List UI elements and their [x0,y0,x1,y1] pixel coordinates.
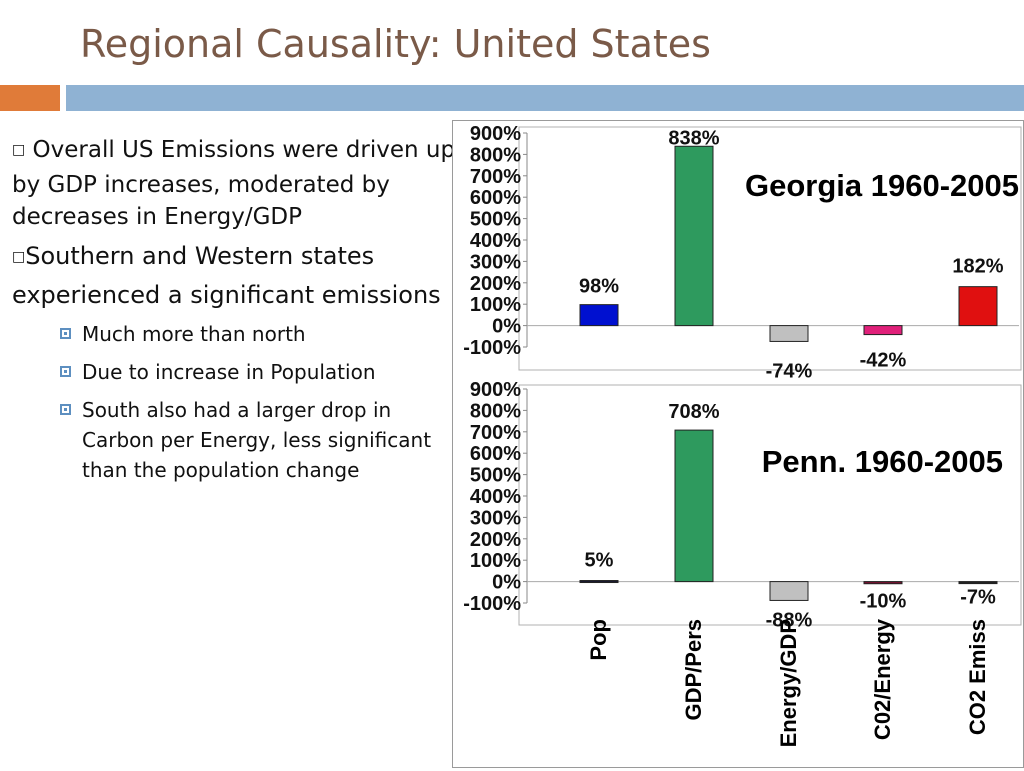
plot-frame [518,384,1022,626]
y-tick-label: 600% [470,443,521,465]
chart-georgia: 900%800%700%600%500%400%300%200%100%0%-1… [463,123,1022,382]
y-tick-label: 300% [470,507,521,529]
bullet-text: Southern and Western states experienced … [12,242,441,309]
square-bullet-icon [60,328,71,339]
bar [863,325,903,336]
bar [863,581,903,585]
bar [579,304,619,327]
bar [769,581,809,601]
title-rule-bar [66,85,1024,111]
sub-bullet-text: South also had a larger drop in Carbon p… [82,398,432,482]
sub-bullet-text: Due to increase in Population [82,360,376,384]
data-label: -88% [766,609,813,631]
sub-bullet-item: Due to increase in Population [60,357,457,387]
y-tick-label: 400% [470,486,521,508]
data-label: 838% [668,127,719,149]
bullet-text: Overall US Emissions were driven up by G… [12,137,456,230]
bar-charts: 900%800%700%600%500%400%300%200%100%0%-1… [463,123,1022,747]
y-tick-label: 900% [470,123,521,145]
checkbox-square-icon: □ [12,249,26,265]
bar [958,581,998,585]
chart-penn: 900%800%700%600%500%400%300%200%100%0%-1… [463,379,1022,747]
y-tick-label: 100% [470,294,521,316]
y-tick-label: 200% [470,529,521,551]
data-label: -42% [860,350,907,372]
chart-panel: 900% 800% 700% 600% 500% 400% 300% 200% 100% 0% -1… [452,120,1024,768]
data-label: 98% [579,276,619,298]
bar [769,325,809,342]
sub-bullet-item: Much more than north [60,319,457,349]
y-tick-label: 900% [470,379,521,401]
y-tick-label: 500% [470,209,521,231]
bar [579,580,619,584]
square-bullet-icon [60,404,71,415]
plot-frame [518,126,1022,371]
bar [674,145,714,327]
data-label: -10% [860,591,907,613]
y-tick-label: -100% [463,337,521,359]
bullet-item: □ Overall US Emissions were driven up by… [12,134,457,233]
category-label: C02/Energy [870,618,895,740]
y-tick-label: 0% [492,572,521,594]
y-tick-label: 600% [470,187,521,209]
y-tick-label: 700% [470,422,521,444]
chart-title: Georgia 1960-2005 [745,168,1019,203]
data-label: -7% [960,587,996,609]
data-label: 708% [668,401,719,423]
title-accent-bar [0,85,60,111]
data-label: -74% [766,360,813,382]
chart-title: Penn. 1960-2005 [762,444,1003,479]
y-tick-label: 100% [470,550,521,572]
category-label: Pop [586,619,611,661]
category-label: CO2 Emiss [965,619,990,735]
category-label: Energy/GDP [776,619,801,747]
data-label: 182% [952,256,1003,278]
category-label: GDP/Pers [681,619,706,721]
data-label: 5% [585,550,614,572]
y-tick-label: 200% [470,273,521,295]
checkbox-square-icon: □ [12,142,26,158]
slide-title: Regional Causality: United States [80,22,711,66]
y-tick-label: 800% [470,144,521,166]
bar [674,429,714,583]
bullet-item: □Southern and Western states experienced… [12,239,457,313]
y-tick-label: 700% [470,166,521,188]
y-tick-label: 400% [470,230,521,252]
sub-bullet-list: Much more than north Due to increase in … [12,319,457,485]
y-tick-label: 500% [470,465,521,487]
bullet-list: □ Overall US Emissions were driven up by… [12,134,457,493]
y-tick-label: 800% [470,400,521,422]
sub-bullet-item: South also had a larger drop in Carbon p… [60,395,457,485]
y-tick-label: 0% [492,316,521,338]
square-bullet-icon [60,366,71,377]
sub-bullet-text: Much more than north [82,322,306,346]
y-tick-label: 300% [470,251,521,273]
y-tick-label: -100% [463,593,521,615]
bar [958,286,998,327]
